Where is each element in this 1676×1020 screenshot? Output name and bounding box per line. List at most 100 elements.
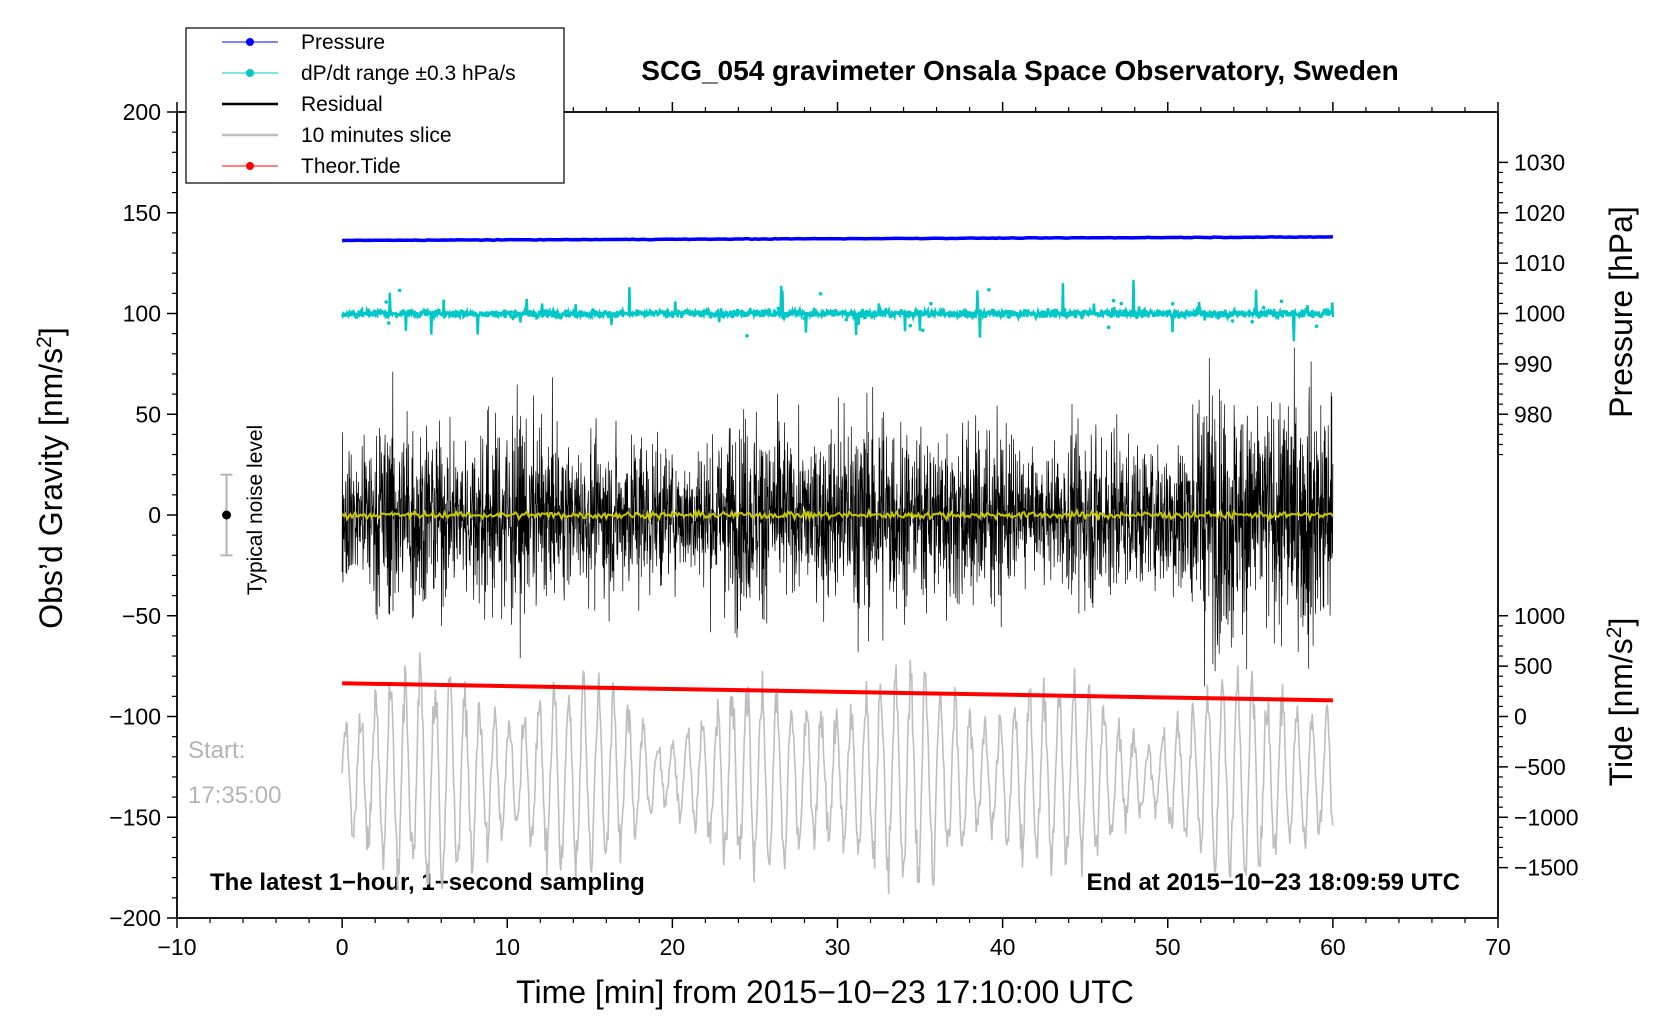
dpdt-point bbox=[1119, 301, 1124, 306]
y-tick-label: 50 bbox=[135, 401, 161, 427]
dpdt-point bbox=[386, 321, 391, 325]
dpdt-point bbox=[553, 310, 557, 315]
dpdt-point bbox=[686, 311, 691, 315]
legend-label-pressure: Pressure bbox=[301, 31, 385, 54]
noise-label: Typical noise level bbox=[244, 425, 267, 595]
pressure-tick-label: 1000 bbox=[1514, 301, 1565, 327]
y-axis-title-left: Obs’d Gravity [nm/s2] bbox=[33, 327, 69, 629]
dpdt-point bbox=[742, 313, 746, 318]
dpdt-series-line bbox=[340, 279, 1335, 342]
dpdt-point bbox=[1289, 312, 1293, 317]
dpdt-point bbox=[1240, 310, 1245, 315]
y-tick-label: 100 bbox=[123, 301, 161, 327]
dpdt-point bbox=[893, 310, 897, 315]
dpdt-point bbox=[671, 311, 676, 315]
x-axis-title: Time [min] from 2015−10−23 17:10:00 UTC bbox=[516, 974, 1134, 1010]
dpdt-point bbox=[716, 312, 720, 317]
dpdt-point bbox=[1292, 310, 1297, 314]
dpdt-point bbox=[833, 312, 837, 316]
dpdt-point bbox=[663, 313, 668, 318]
dpdt-point bbox=[1111, 298, 1116, 303]
dpdt-point bbox=[456, 313, 461, 317]
dpdt-point bbox=[490, 310, 495, 315]
dpdt-point bbox=[929, 301, 933, 306]
dpdt-point bbox=[366, 312, 371, 317]
dpdt-point bbox=[802, 316, 807, 321]
y-axis-title-tide-sup: 2 bbox=[1603, 627, 1626, 639]
dpdt-point bbox=[550, 312, 554, 317]
dpdt-point bbox=[1222, 312, 1226, 316]
dpdt-point bbox=[638, 310, 643, 315]
dpdt-point bbox=[882, 313, 887, 317]
dpdt-point bbox=[1216, 315, 1220, 320]
dpdt-point bbox=[1110, 313, 1114, 317]
x-tick-label: 20 bbox=[660, 934, 686, 960]
dpdt-point bbox=[972, 311, 976, 316]
dpdt-point bbox=[503, 312, 508, 316]
x-tick-label: 50 bbox=[1155, 934, 1181, 960]
pressure-tick-label: 1030 bbox=[1514, 149, 1565, 175]
dpdt-point bbox=[781, 315, 785, 320]
dpdt-point bbox=[494, 310, 498, 315]
dpdt-point bbox=[761, 313, 765, 318]
dpdt-point bbox=[563, 309, 568, 314]
dpdt-point bbox=[1022, 308, 1027, 313]
dpdt-point bbox=[1144, 310, 1149, 314]
dpdt-point bbox=[1106, 325, 1111, 330]
pressure-tick-label: 1020 bbox=[1514, 200, 1565, 226]
dpdt-point bbox=[731, 312, 735, 316]
dpdt-series-points bbox=[357, 288, 1331, 338]
dpdt-point bbox=[1093, 312, 1097, 316]
dpdt-point bbox=[927, 314, 932, 318]
dpdt-point bbox=[1062, 313, 1067, 318]
tide-tick-label: −1500 bbox=[1514, 855, 1579, 881]
dpdt-point bbox=[692, 311, 697, 315]
dpdt-point bbox=[810, 313, 814, 318]
dpdt-point bbox=[949, 311, 954, 316]
dpdt-point bbox=[1137, 309, 1142, 313]
dpdt-point bbox=[874, 311, 879, 316]
dpdt-point bbox=[1067, 313, 1072, 317]
dpdt-point bbox=[1250, 319, 1254, 324]
dpdt-point bbox=[1100, 313, 1105, 317]
dpdt-point bbox=[683, 310, 688, 315]
tide-tick-label: −1000 bbox=[1514, 804, 1579, 830]
legend-marker-theor-tide bbox=[246, 162, 254, 170]
dpdt-point bbox=[528, 312, 532, 317]
tide-tick-label: 0 bbox=[1514, 704, 1527, 730]
dpdt-point bbox=[615, 314, 620, 318]
y-tick-label: −200 bbox=[109, 905, 161, 931]
dpdt-point bbox=[1258, 311, 1262, 315]
dpdt-point bbox=[1119, 312, 1123, 317]
dpdt-point bbox=[779, 312, 784, 316]
dpdt-point bbox=[384, 300, 389, 304]
y-axis-title-left-sup: 2 bbox=[33, 336, 56, 348]
residual-series-line bbox=[341, 347, 1334, 687]
slice-series-line bbox=[341, 652, 1334, 895]
dpdt-point bbox=[987, 288, 991, 292]
y-axis-title-pressure: Pressure [hPa] bbox=[1603, 206, 1639, 418]
dpdt-point bbox=[571, 311, 576, 316]
dpdt-point bbox=[844, 317, 849, 322]
dpdt-point bbox=[643, 313, 647, 318]
dpdt-point bbox=[925, 311, 929, 315]
pressure-tick-label: 1010 bbox=[1514, 250, 1565, 276]
dpdt-point bbox=[372, 309, 377, 314]
x-tick-label: 30 bbox=[825, 934, 851, 960]
dpdt-point bbox=[709, 315, 713, 319]
dpdt-point bbox=[1183, 311, 1187, 316]
dpdt-point bbox=[453, 310, 458, 315]
dpdt-point bbox=[531, 310, 536, 315]
dpdt-point bbox=[596, 313, 601, 317]
dpdt-point bbox=[499, 312, 504, 316]
tide-tick-label: 500 bbox=[1514, 653, 1552, 679]
dpdt-point bbox=[1080, 315, 1084, 320]
dpdt-point bbox=[1075, 310, 1079, 314]
dpdt-point bbox=[1025, 313, 1030, 318]
y-axis-title-tide-close: ] bbox=[1603, 618, 1639, 627]
dpdt-point bbox=[908, 323, 913, 328]
dpdt-point bbox=[766, 312, 770, 317]
bottom-right-annotation: End at 2015−10−23 18:09:59 UTC bbox=[1086, 869, 1460, 896]
dpdt-point bbox=[1161, 310, 1165, 315]
dpdt-point bbox=[442, 311, 447, 316]
